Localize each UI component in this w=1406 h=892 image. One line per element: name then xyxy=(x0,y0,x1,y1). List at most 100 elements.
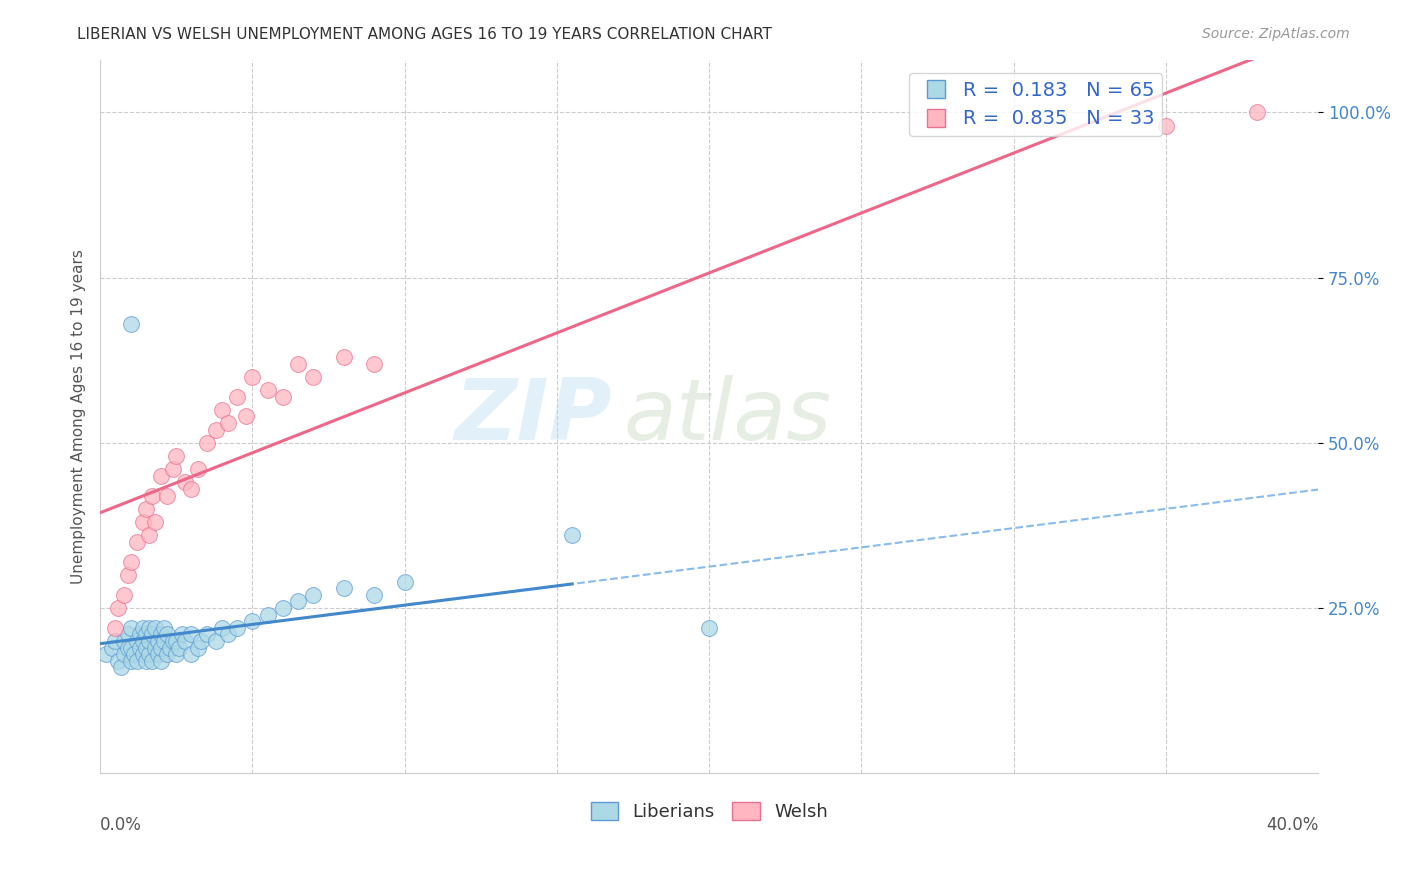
Point xyxy=(256,607,278,622)
Point xyxy=(96,647,118,661)
Point xyxy=(187,462,209,476)
Point xyxy=(169,640,191,655)
Point xyxy=(128,627,150,641)
Point xyxy=(180,647,202,661)
Point xyxy=(135,654,157,668)
Point xyxy=(141,627,163,641)
Point xyxy=(143,621,166,635)
Text: atlas: atlas xyxy=(624,375,832,458)
Point xyxy=(150,654,173,668)
Point xyxy=(332,350,354,364)
Point xyxy=(287,594,309,608)
Point xyxy=(180,482,202,496)
Point xyxy=(128,640,150,655)
Point xyxy=(101,640,124,655)
Point xyxy=(143,515,166,529)
Point xyxy=(132,634,155,648)
Point xyxy=(302,588,325,602)
Text: 0.0%: 0.0% xyxy=(100,816,142,834)
Point xyxy=(117,627,139,641)
Point xyxy=(271,601,294,615)
Point xyxy=(187,640,209,655)
Point xyxy=(117,640,139,655)
Point xyxy=(159,640,181,655)
Point xyxy=(394,574,416,589)
Point xyxy=(302,369,325,384)
Point xyxy=(1154,119,1177,133)
Point xyxy=(242,369,264,384)
Point xyxy=(287,357,309,371)
Text: LIBERIAN VS WELSH UNEMPLOYMENT AMONG AGES 16 TO 19 YEARS CORRELATION CHART: LIBERIAN VS WELSH UNEMPLOYMENT AMONG AGE… xyxy=(77,27,772,42)
Point xyxy=(125,535,148,549)
Point xyxy=(114,634,136,648)
Point xyxy=(174,634,197,648)
Point xyxy=(132,647,155,661)
Point xyxy=(143,640,166,655)
Point xyxy=(125,634,148,648)
Point xyxy=(226,621,249,635)
Point xyxy=(135,627,157,641)
Point xyxy=(332,581,354,595)
Point xyxy=(153,621,176,635)
Point xyxy=(120,317,142,331)
Point xyxy=(363,588,385,602)
Point xyxy=(205,423,228,437)
Point xyxy=(146,647,169,661)
Y-axis label: Unemployment Among Ages 16 to 19 years: Unemployment Among Ages 16 to 19 years xyxy=(72,249,86,584)
Point xyxy=(165,647,187,661)
Point xyxy=(114,588,136,602)
Point xyxy=(174,475,197,490)
Point xyxy=(156,627,179,641)
Point xyxy=(165,634,187,648)
Point xyxy=(211,621,233,635)
Point xyxy=(141,489,163,503)
Point xyxy=(150,640,173,655)
Point xyxy=(256,383,278,397)
Point xyxy=(120,555,142,569)
Point xyxy=(117,568,139,582)
Point xyxy=(132,515,155,529)
Point xyxy=(242,614,264,628)
Point xyxy=(217,627,239,641)
Point xyxy=(138,621,160,635)
Point xyxy=(162,462,184,476)
Point xyxy=(195,627,218,641)
Point xyxy=(138,647,160,661)
Point xyxy=(135,502,157,516)
Point xyxy=(1246,105,1268,120)
Point xyxy=(271,390,294,404)
Point xyxy=(120,621,142,635)
Point xyxy=(150,627,173,641)
Point xyxy=(226,390,249,404)
Text: 40.0%: 40.0% xyxy=(1265,816,1319,834)
Point xyxy=(107,601,129,615)
Point xyxy=(107,654,129,668)
Point xyxy=(172,627,194,641)
Point xyxy=(104,621,127,635)
Point xyxy=(146,634,169,648)
Point xyxy=(138,528,160,542)
Legend: Liberians, Welsh: Liberians, Welsh xyxy=(583,795,835,829)
Point xyxy=(697,621,720,635)
Point xyxy=(135,640,157,655)
Point xyxy=(156,489,179,503)
Point xyxy=(153,634,176,648)
Point xyxy=(120,640,142,655)
Point xyxy=(235,409,257,424)
Point xyxy=(211,402,233,417)
Point xyxy=(120,654,142,668)
Point xyxy=(180,627,202,641)
Point xyxy=(125,654,148,668)
Point xyxy=(122,647,145,661)
Point xyxy=(138,634,160,648)
Point xyxy=(141,654,163,668)
Point xyxy=(561,528,583,542)
Text: ZIP: ZIP xyxy=(454,375,612,458)
Point xyxy=(195,435,218,450)
Point xyxy=(110,660,132,674)
Point xyxy=(114,647,136,661)
Point xyxy=(205,634,228,648)
Point xyxy=(156,647,179,661)
Point xyxy=(190,634,212,648)
Text: Source: ZipAtlas.com: Source: ZipAtlas.com xyxy=(1202,27,1350,41)
